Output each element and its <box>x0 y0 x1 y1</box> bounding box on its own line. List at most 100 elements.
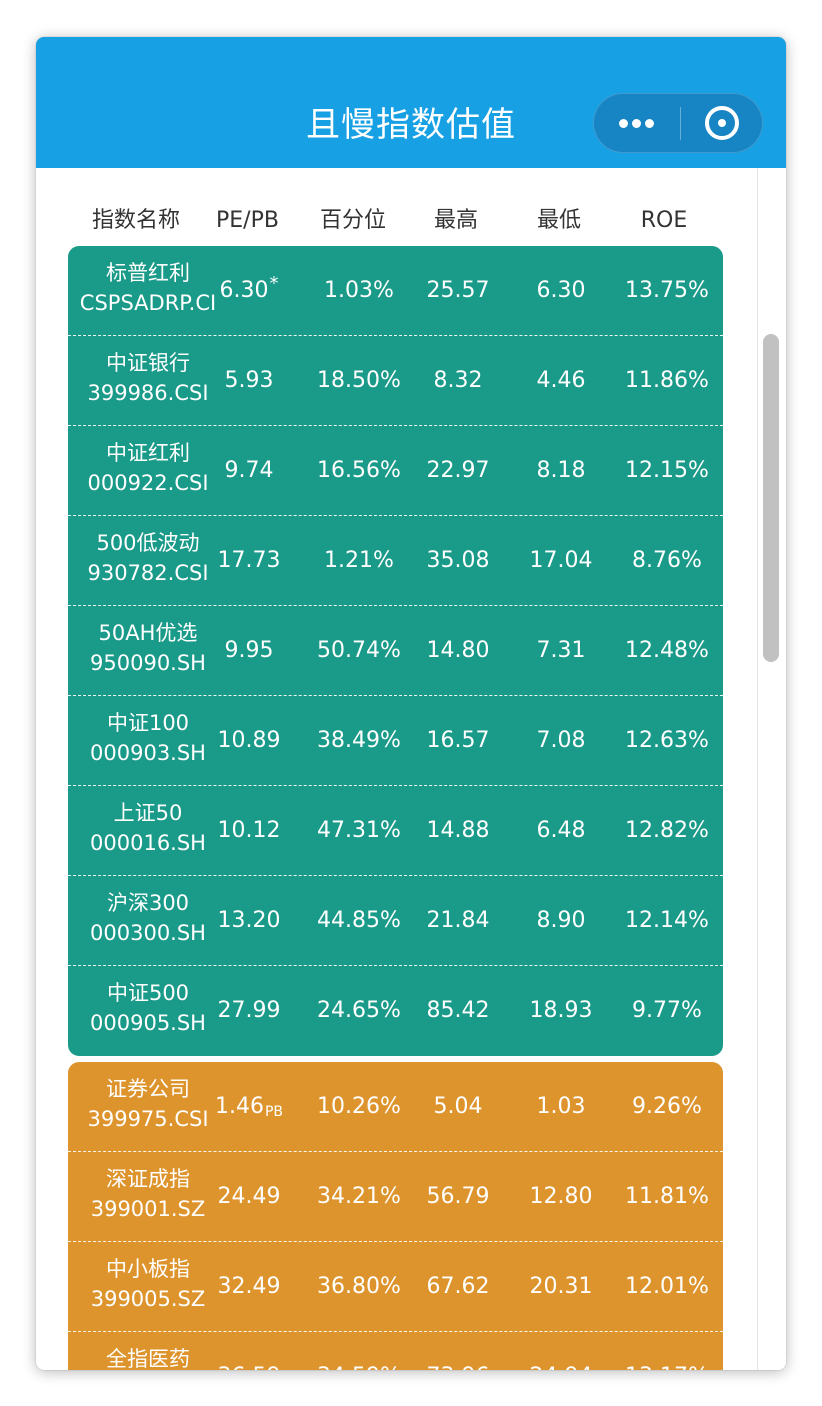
low-value: 6.30 <box>536 278 586 303</box>
percentile-value: 38.49% <box>317 728 401 753</box>
pe-pb-number: 13.20 <box>217 908 281 933</box>
column-header-name: 指数名称 <box>91 208 180 233</box>
index-name-cell: 中证银行 399986.CSI <box>68 348 228 408</box>
table-row[interactable]: 中小板指 399005.SZ 32.49 36.80% 67.62 20.31 12.01% <box>68 1242 723 1332</box>
index-name-cell: 上证50 000016.SH <box>68 798 228 858</box>
pe-pb-number: 1.46 <box>214 1094 264 1119</box>
table-row[interactable]: 上证50 000016.SH 10.12 47.31% 14.88 6.48 12.82% <box>68 786 723 876</box>
low-value: 8.90 <box>536 908 586 933</box>
scrollbar-thumb[interactable] <box>763 334 779 662</box>
index-code: 000905.SH <box>90 1011 206 1035</box>
high-value: 25.57 <box>426 278 490 303</box>
nav-bar: 且慢指数估值 <box>36 37 786 168</box>
percentile-value: 47.31% <box>317 818 401 843</box>
column-header-roe: ROE <box>640 208 688 233</box>
column-header-low: 最低 <box>536 208 581 233</box>
roe-value: 9.26% <box>632 1094 702 1119</box>
pe-pb-number: 27.99 <box>217 998 281 1023</box>
roe-value: 12.48% <box>625 638 709 663</box>
index-code: 000922.CSI <box>87 471 209 495</box>
column-header-high: 最高 <box>433 208 478 233</box>
high-value: 5.04 <box>433 1094 483 1119</box>
pe-pb-number: 10.12 <box>217 818 281 843</box>
low-value: 7.31 <box>536 638 586 663</box>
index-name-cell: 50AH优选 950090.SH <box>68 618 228 678</box>
more-dots-icon <box>619 119 628 128</box>
capsule-divider <box>680 107 681 140</box>
high-value: 73.96 <box>408 1332 508 1370</box>
table-row[interactable]: 中证红利 000922.CSI 9.74 16.56% 22.97 8.18 12.15% <box>68 426 723 516</box>
table-row[interactable]: 中证银行 399986.CSI 5.93 18.50% 8.32 4.46 11.86% <box>68 336 723 426</box>
pe-pb-number: 32.49 <box>217 1274 281 1299</box>
table-row[interactable]: 证券公司 399975.CSI 1.46PB 10.26% 5.04 1.03 9.26% <box>68 1062 723 1152</box>
pe-pb-unit: PB <box>264 1104 284 1120</box>
table-row[interactable]: 全指医药 36.59 34.59%73.9624.9413.17% <box>68 1332 723 1370</box>
low-value: 17.04 <box>529 548 593 573</box>
table-header: 指数名称 PE/PB 百分位 最高 最低 ROE <box>36 204 786 244</box>
pe-pb-value: 5.93 <box>200 336 298 426</box>
index-name: 中证100 <box>106 711 190 735</box>
pe-pb-number: 17.73 <box>217 548 281 573</box>
index-name-cell: 中证红利 000922.CSI <box>68 438 228 498</box>
table-row[interactable]: 50AH优选 950090.SH 9.95 50.74% 14.80 7.31 12.48% <box>68 606 723 696</box>
table-row[interactable]: 500低波动 930782.CSI 17.73 1.21% 35.08 17.04 8.76… <box>68 516 723 606</box>
high-value: 14.80 <box>426 638 490 663</box>
index-name: 沪深300 <box>106 891 190 915</box>
index-code: CSPSADRP.CI <box>79 291 217 315</box>
content-area[interactable]: 指数名称 PE/PB 百分位 最高 最低 ROE 标普红利 CSPSADRP.CI… <box>36 168 786 1370</box>
pe-pb-value: 10.12 <box>200 786 298 876</box>
pe-pb-number: 6.30 <box>219 278 269 303</box>
table-row[interactable]: 沪深300 000300.SH 13.20 44.85% 21.84 8.90 12.14% <box>68 876 723 966</box>
index-code: 399986.CSI <box>87 381 209 405</box>
index-name-cell: 标普红利 CSPSADRP.CI <box>68 258 228 318</box>
index-code: 000903.SH <box>90 741 206 765</box>
percentile-value: 18.50% <box>317 368 401 393</box>
index-name: 中证500 <box>106 981 190 1005</box>
percentile-value: 16.56% <box>317 458 401 483</box>
low-value: 24.94 <box>511 1332 611 1370</box>
close-button[interactable] <box>680 94 763 152</box>
low-value: 1.03 <box>536 1094 586 1119</box>
table-row[interactable]: 中证100 000903.SH 10.89 38.49% 16.57 7.08 12.63% <box>68 696 723 786</box>
pe-pb-number: 10.89 <box>217 728 281 753</box>
pe-pb-number: 24.49 <box>217 1184 281 1209</box>
index-name-cell: 中证500 000905.SH <box>68 978 228 1038</box>
high-value: 8.32 <box>433 368 483 393</box>
pe-pb-value: 27.99 <box>200 966 298 1056</box>
low-value: 12.80 <box>529 1184 593 1209</box>
capsule-menu <box>593 93 763 153</box>
table-row[interactable]: 深证成指 399001.SZ 24.49 34.21% 56.79 12.80 11.81% <box>68 1152 723 1242</box>
more-dots-icon <box>645 119 654 128</box>
pe-pb-value: 13.20 <box>200 876 298 966</box>
low-value: 18.93 <box>529 998 593 1023</box>
percentile-value: 1.03% <box>324 278 394 303</box>
pe-pb-number: 9.74 <box>224 458 274 483</box>
index-name: 50AH优选 <box>98 621 198 645</box>
table-row[interactable]: 中证500 000905.SH 27.99 24.65% 85.42 18.93 9.77% <box>68 966 723 1056</box>
pe-pb-value: 36.59 <box>200 1332 298 1370</box>
index-name-cell: 深证成指 399001.SZ <box>68 1164 228 1224</box>
index-code: 950090.SH <box>90 651 206 675</box>
index-name-cell: 全指医药 <box>68 1344 228 1370</box>
index-name-cell: 证券公司 399975.CSI <box>68 1074 228 1134</box>
index-code: 000016.SH <box>90 831 206 855</box>
table-row[interactable]: 标普红利 CSPSADRP.CI 6.30* 1.03% 25.57 6.30 13.75% <box>68 246 723 336</box>
index-name-cell: 中小板指 399005.SZ <box>68 1254 228 1314</box>
low-value: 4.46 <box>536 368 586 393</box>
high-value: 16.57 <box>426 728 490 753</box>
pe-pb-mark: * <box>269 273 279 294</box>
roe-value: 13.17% <box>613 1332 721 1370</box>
index-name-cell: 沪深300 000300.SH <box>68 888 228 948</box>
percentile-value: 34.21% <box>317 1184 401 1209</box>
percentile-value: 24.65% <box>317 998 401 1023</box>
percentile-value: 1.21% <box>324 548 394 573</box>
pe-pb-number: 5.93 <box>224 368 274 393</box>
index-code: 399975.CSI <box>87 1107 209 1131</box>
high-value: 22.97 <box>426 458 490 483</box>
more-button[interactable] <box>594 94 679 152</box>
index-name-cell: 500低波动 930782.CSI <box>68 528 228 588</box>
roe-value: 13.75% <box>625 278 709 303</box>
low-value: 7.08 <box>536 728 586 753</box>
roe-value: 12.63% <box>625 728 709 753</box>
index-code: 930782.CSI <box>87 561 209 585</box>
